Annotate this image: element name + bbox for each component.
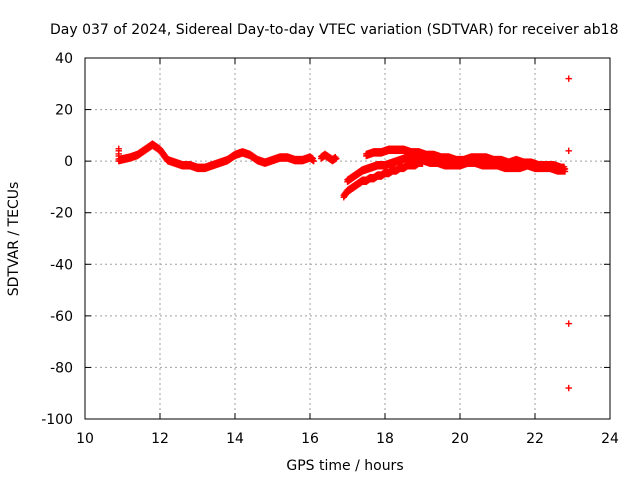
y-tick-label: 20	[55, 103, 73, 119]
y-axis-label: SDTVAR / TECUs	[6, 182, 22, 297]
x-tick-labels: 10 12 14 16 18 20 22 24	[76, 431, 619, 447]
y-tick-label: -80	[50, 360, 73, 376]
x-tick-label: 10	[76, 431, 94, 447]
x-tick-label: 14	[226, 431, 244, 447]
data-points	[115, 75, 572, 392]
data-point	[332, 153, 339, 161]
chart-title: Day 037 of 2024, Sidereal Day-to-day VTE…	[50, 22, 619, 38]
outlier-point	[565, 384, 572, 392]
outlier-point	[565, 75, 572, 82]
x-tick-label: 18	[376, 431, 394, 447]
plot-border	[84, 57, 611, 420]
axis-ticks	[84, 57, 611, 420]
grid	[85, 58, 610, 419]
x-tick-label: 16	[301, 431, 319, 447]
x-tick-label: 22	[526, 431, 544, 447]
x-tick-label: 12	[151, 431, 169, 447]
x-tick-label: 20	[451, 431, 469, 447]
data-point	[561, 168, 569, 175]
data-point	[419, 160, 426, 167]
y-tick-label: -100	[41, 412, 73, 428]
data-point	[310, 157, 317, 165]
outlier-point	[565, 147, 572, 155]
y-tick-label: -40	[50, 257, 73, 273]
y-tick-label: -20	[50, 206, 73, 222]
x-tick-label: 24	[601, 431, 619, 447]
data-point	[333, 155, 340, 162]
y-tick-label: 40	[55, 51, 73, 67]
y-tick-label: 0	[64, 154, 73, 170]
x-axis-label: GPS time / hours	[286, 458, 403, 474]
y-tick-label: -60	[50, 309, 73, 325]
outlier-point	[565, 320, 572, 327]
y-tick-labels: 40 20 0 -20 -40 -60 -80 -100	[41, 51, 73, 428]
